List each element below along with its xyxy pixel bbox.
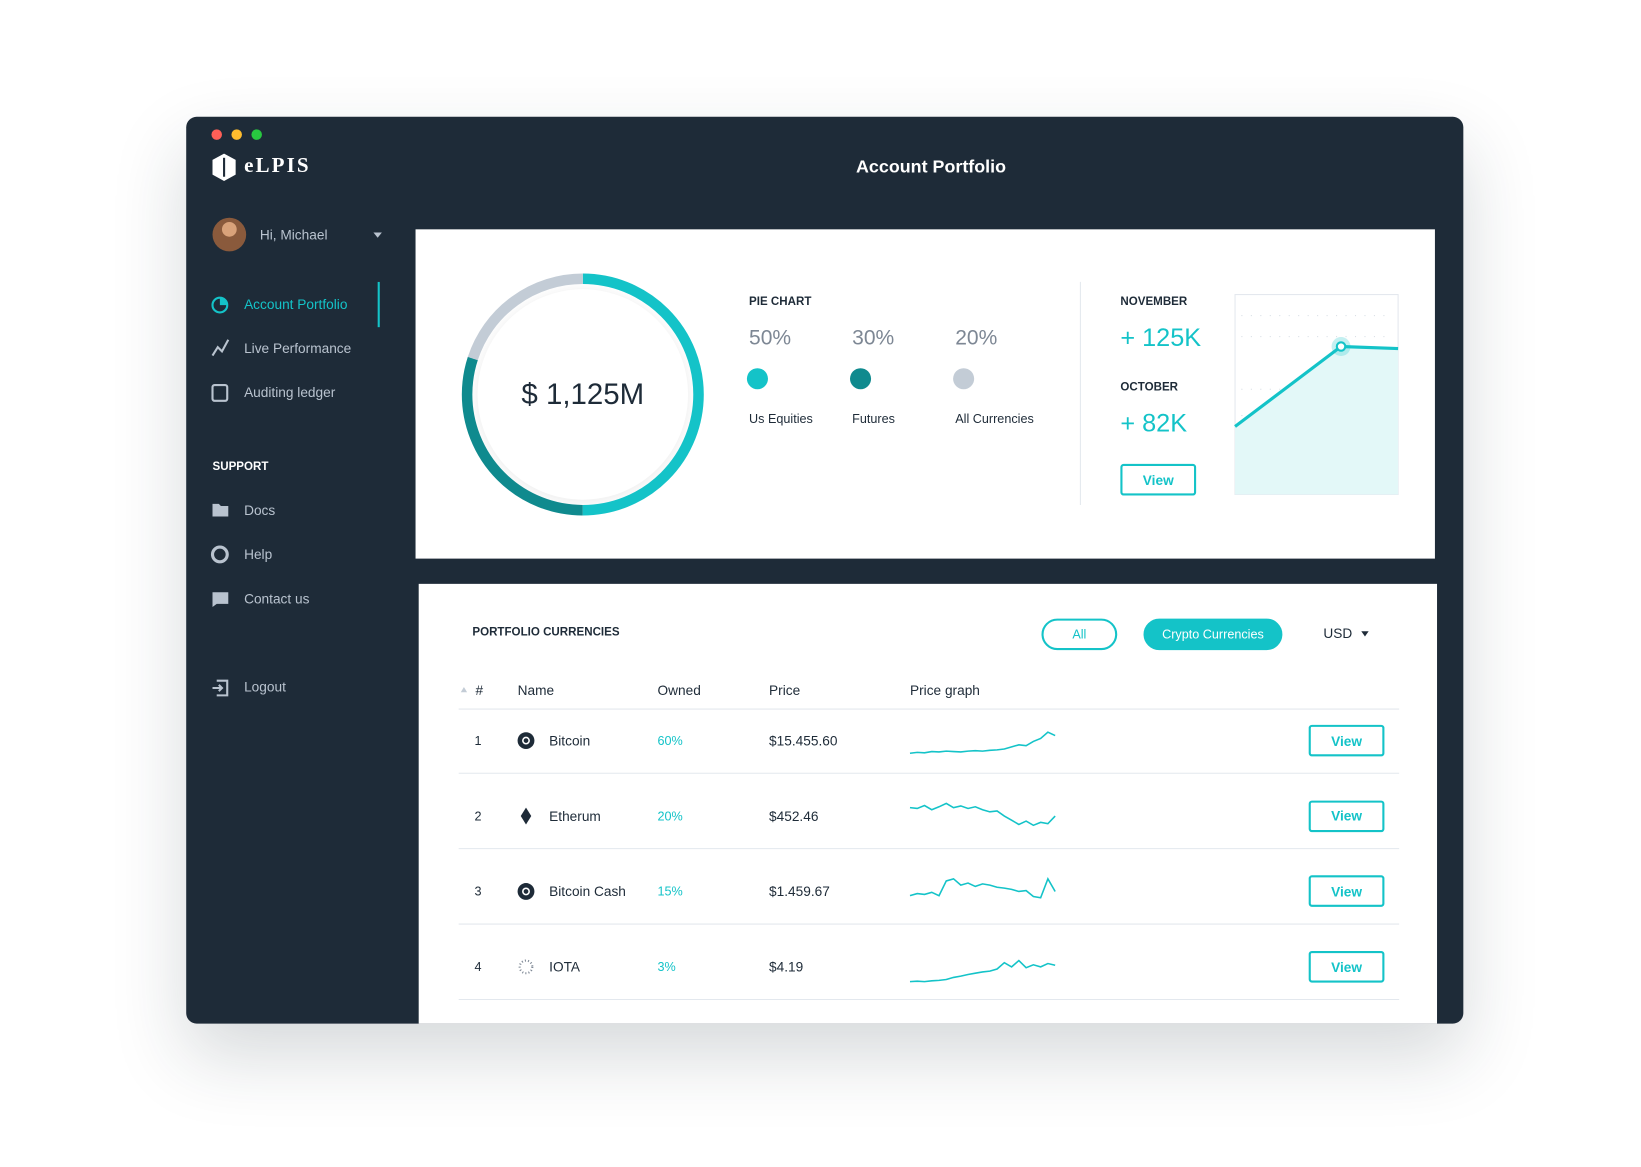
donut-segment <box>461 273 704 516</box>
view-button[interactable]: View <box>1120 463 1197 496</box>
month-change: + 125K <box>1120 324 1202 353</box>
legend-label: Futures <box>852 411 895 427</box>
column-header: Price graph <box>909 682 980 699</box>
nav-item[interactable]: Help <box>244 546 273 563</box>
price: $15.455.60 <box>769 732 838 749</box>
price: $452.46 <box>769 808 819 824</box>
price: $4.19 <box>769 958 804 975</box>
nav-item[interactable]: Account Portfolio <box>244 296 348 312</box>
price: $1.459.67 <box>769 883 830 900</box>
sparkline <box>909 731 1056 755</box>
window-title: Account Portfolio <box>856 156 1007 177</box>
row-view-button[interactable]: View <box>1308 951 1385 983</box>
currency-select[interactable]: USD <box>1323 625 1353 642</box>
user-caret[interactable] <box>373 232 382 238</box>
filter-crypto[interactable]: Crypto Currencies <box>1143 618 1283 651</box>
owned-percent: 3% <box>657 959 676 975</box>
trend-point <box>1335 341 1347 352</box>
column-header: # <box>475 682 484 699</box>
column-header: Name <box>517 682 555 699</box>
sort-icon[interactable] <box>460 686 468 693</box>
legend-dot <box>953 368 975 390</box>
pie-title: PIE CHART <box>749 295 812 309</box>
nav-item[interactable]: Live Performance <box>244 340 352 357</box>
user-greeting[interactable]: Hi, Michael <box>259 226 328 243</box>
row-rank: 2 <box>474 808 482 824</box>
coin-name: Bitcoin Cash <box>549 883 626 900</box>
column-header: Price <box>769 682 801 699</box>
nav-icon <box>219 297 228 306</box>
nav-icon <box>211 339 230 357</box>
brand: eLPIS <box>244 154 311 178</box>
pie-percent: 50% <box>749 326 792 350</box>
coin-icon <box>517 732 535 750</box>
zoom-dot[interactable] <box>251 129 262 140</box>
coin-name: IOTA <box>549 958 581 975</box>
column-header: Owned <box>657 682 701 699</box>
filter-all[interactable]: All <box>1041 618 1118 651</box>
owned-percent: 20% <box>657 808 683 824</box>
pie-percent: 20% <box>955 326 998 350</box>
nav-icon <box>210 545 229 564</box>
row-rank: 1 <box>474 733 482 748</box>
row-view-button[interactable]: View <box>1308 800 1385 832</box>
table-card <box>418 583 1438 1024</box>
logout[interactable]: Logout <box>244 679 286 695</box>
legend-dot <box>746 368 768 390</box>
avatar-face <box>221 221 237 237</box>
donut-segment <box>461 273 704 516</box>
month-change: + 82K <box>1120 409 1188 438</box>
coin-icon <box>520 807 532 825</box>
row-rank: 4 <box>474 959 482 975</box>
owned-percent: 15% <box>657 884 683 899</box>
legend-label: All Currencies <box>955 411 1034 427</box>
table-title: PORTFOLIO CURRENCIES <box>472 625 620 639</box>
nav-icon <box>212 503 229 517</box>
coin-icon <box>517 883 535 900</box>
coin-name: Bitcoin <box>549 732 591 749</box>
row-rank: 3 <box>474 884 482 899</box>
coin-name: Etherum <box>549 808 601 824</box>
row-view-button[interactable]: View <box>1308 875 1385 908</box>
nav-item[interactable]: Contact us <box>244 590 310 607</box>
coin-icon-inner <box>522 736 530 745</box>
currency-caret[interactable] <box>1361 631 1369 637</box>
pie-percent: 30% <box>852 326 895 350</box>
nav-icon <box>212 679 229 697</box>
legend-label: Us Equities <box>749 411 813 427</box>
sparkline <box>909 802 1056 827</box>
total-value: $ 1,125M <box>521 377 645 411</box>
trend-area <box>1235 346 1399 495</box>
sparkline <box>909 877 1056 899</box>
nav-item[interactable]: Auditing ledger <box>244 384 336 401</box>
owned-percent: 60% <box>657 733 683 748</box>
month-name: NOVEMBER <box>1120 295 1188 309</box>
minimize-dot[interactable] <box>231 129 242 140</box>
month-name: OCTOBER <box>1120 380 1179 394</box>
sparkline <box>909 959 1056 983</box>
nav-item[interactable]: Docs <box>244 502 276 519</box>
coin-icon-inner <box>522 887 530 896</box>
row-view-button[interactable]: View <box>1308 724 1385 757</box>
close-dot[interactable] <box>211 129 222 140</box>
section-heading: SUPPORT <box>212 460 269 474</box>
nav-icon <box>212 592 229 608</box>
nav-icon <box>211 383 229 402</box>
coin-icon <box>518 959 534 975</box>
legend-dot <box>850 368 872 390</box>
donut-center <box>477 289 689 500</box>
